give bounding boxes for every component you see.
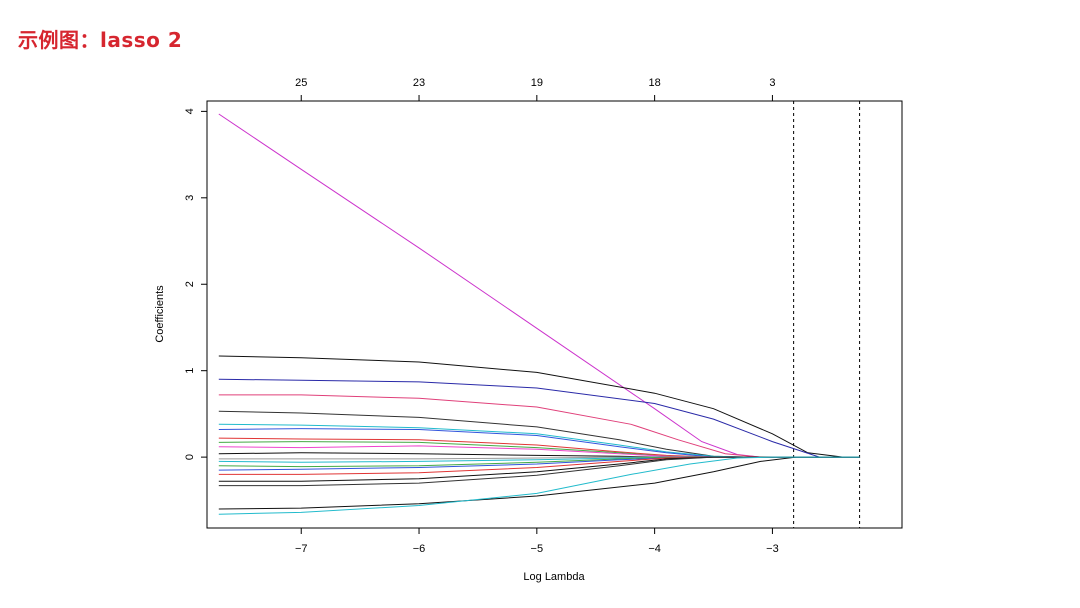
coefficient-path-20 — [218, 456, 860, 515]
plot-frame — [206, 100, 903, 529]
y-tick-label: 0 — [184, 454, 196, 460]
x-tick-label: −4 — [648, 543, 661, 555]
y-tick-label: 2 — [184, 281, 196, 287]
y-axis-label: Coefficients — [154, 285, 166, 343]
coefficient-paths — [218, 113, 860, 515]
x-tick-label: −5 — [531, 543, 544, 555]
reference-lines — [793, 101, 861, 528]
top-tick-label: 19 — [531, 77, 543, 89]
coefficient-path-19 — [218, 456, 860, 510]
x-axis: −7 −6 −5 −4 −3 — [295, 527, 779, 555]
page-heading: 示例图：lasso 2 — [18, 28, 183, 52]
y-tick-label: 3 — [184, 195, 196, 201]
coefficient-path-18 — [218, 456, 860, 487]
coefficient-path-1 — [218, 113, 860, 458]
y-tick-label: 1 — [184, 368, 196, 374]
coefficient-path-3 — [218, 378, 860, 458]
y-tick-label: 4 — [184, 108, 196, 114]
coefficient-path-6 — [218, 423, 860, 458]
x-axis-label: Log Lambda — [523, 571, 585, 583]
top-tick-label: 23 — [413, 77, 425, 89]
top-tick-label: 18 — [649, 77, 661, 89]
x-tick-label: −6 — [413, 543, 426, 555]
top-tick-label: 25 — [295, 77, 307, 89]
y-axis: 0 1 2 3 4 — [184, 108, 208, 460]
coefficient-path-2 — [218, 355, 860, 458]
coefficient-path-11 — [218, 452, 860, 458]
coefficient-path-4 — [218, 394, 860, 458]
top-tick-label: 3 — [769, 77, 775, 89]
top-axis: 25 23 19 18 3 — [295, 77, 775, 102]
x-tick-label: −7 — [295, 543, 308, 555]
x-tick-label: −3 — [766, 543, 779, 555]
